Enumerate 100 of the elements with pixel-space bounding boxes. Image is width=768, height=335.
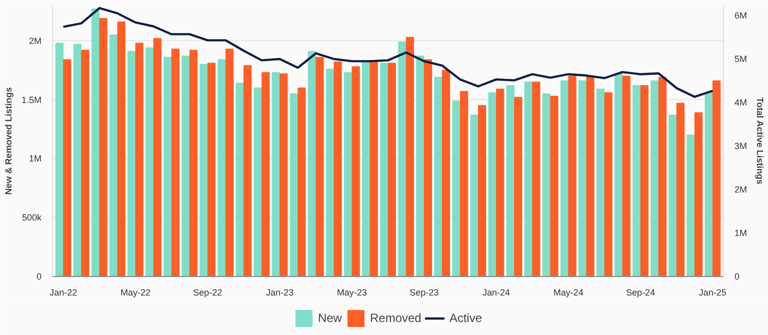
bar: [452, 100, 460, 276]
bar: [370, 60, 378, 276]
bar: [622, 76, 630, 276]
bar: [272, 72, 280, 276]
x-tick-label: Jan-23: [266, 288, 294, 298]
bar: [604, 92, 612, 276]
y2-tick-label: 3M: [734, 141, 748, 151]
bar: [442, 70, 450, 276]
bar: [694, 112, 703, 276]
y-tick-label: 500k: [22, 212, 42, 223]
bar: [63, 59, 72, 276]
y-tick-label: 0: [36, 272, 42, 282]
bar: [388, 62, 396, 276]
y2-tick-label: 5M: [734, 54, 748, 64]
bar: [506, 85, 514, 276]
bar: [470, 114, 478, 276]
x-tick-label: May-22: [120, 288, 150, 298]
y2-tick-label: 0: [734, 272, 740, 282]
bar: [200, 64, 208, 276]
y-axis-title: New & Removed Listings: [3, 87, 14, 195]
bar: [578, 80, 587, 276]
bar: [488, 92, 496, 276]
bar: [298, 87, 306, 276]
bar: [658, 76, 667, 276]
bar: [262, 72, 270, 276]
bar: [207, 62, 216, 276]
legend-label: New: [318, 310, 342, 324]
bar: [514, 96, 522, 276]
bar: [560, 80, 569, 276]
bar: [244, 65, 252, 276]
bar: [686, 134, 695, 276]
x-tick-label: Sep-23: [410, 288, 439, 298]
bar: [316, 56, 324, 276]
bar: [406, 36, 414, 276]
bar: [280, 73, 288, 276]
bar: [164, 56, 172, 276]
bar: [434, 76, 442, 276]
bar: [55, 42, 64, 276]
bar: [117, 21, 126, 276]
x-tick-label: May-24: [553, 288, 584, 298]
bar: [153, 38, 162, 276]
bar: [352, 66, 360, 276]
bar: [182, 56, 190, 276]
bar: [478, 105, 486, 276]
x-tick-label: Jan-22: [50, 288, 78, 298]
y-tick-label: 1.5M: [21, 94, 42, 105]
x-tick-label: Sep-22: [193, 288, 222, 298]
bar: [676, 102, 685, 276]
bar: [650, 80, 659, 276]
bar: [704, 92, 713, 276]
y-tick-label: 2M: [29, 36, 42, 46]
bar: [128, 50, 136, 276]
bar: [668, 114, 677, 276]
bar: [416, 56, 424, 276]
bar: [73, 44, 82, 276]
bar: [568, 76, 576, 276]
bar: [146, 47, 154, 276]
legend-label: Active: [449, 310, 482, 324]
y-tick-label: 1M: [29, 154, 42, 164]
bar: [712, 80, 721, 276]
line-series: [62, 7, 714, 98]
y2-tick-label: 4M: [734, 98, 748, 108]
bar: [596, 88, 605, 276]
bar: [586, 76, 594, 276]
bar: [460, 91, 468, 276]
y2-tick-label: 6M: [734, 10, 748, 21]
bar: [225, 48, 234, 276]
bar: [362, 62, 370, 276]
bar: [171, 48, 180, 276]
bar: [91, 8, 100, 276]
bar: [532, 82, 540, 276]
bar: [218, 59, 226, 276]
x-tick-label: Sep-24: [626, 288, 656, 298]
bar: [524, 82, 532, 276]
bar: [189, 50, 198, 276]
bar: [254, 87, 262, 276]
x-tick-label: Jan-25: [698, 288, 726, 298]
bar: [640, 85, 648, 276]
bar: [614, 73, 623, 276]
x-tick-label: May-23: [336, 288, 367, 298]
bar: [99, 18, 108, 276]
bar: [496, 88, 504, 276]
x-tick-label: Jan-24: [482, 288, 510, 298]
y2-axis-title: Total Active Listings: [755, 97, 765, 184]
bar: [632, 85, 641, 276]
bar: [542, 93, 551, 276]
bar: [398, 42, 406, 276]
bar: [550, 96, 558, 276]
bar: [380, 62, 388, 276]
bar: [326, 68, 334, 276]
bar: [424, 59, 432, 276]
bar: [308, 50, 316, 276]
legend-label: Removed: [370, 310, 422, 324]
bar: [135, 42, 144, 276]
y2-tick-label: 1M: [734, 228, 748, 238]
bar: [344, 72, 352, 276]
bar: [290, 93, 298, 276]
bar: [81, 50, 90, 276]
bar: [236, 82, 244, 276]
y2-tick-label: 2M: [734, 184, 748, 194]
